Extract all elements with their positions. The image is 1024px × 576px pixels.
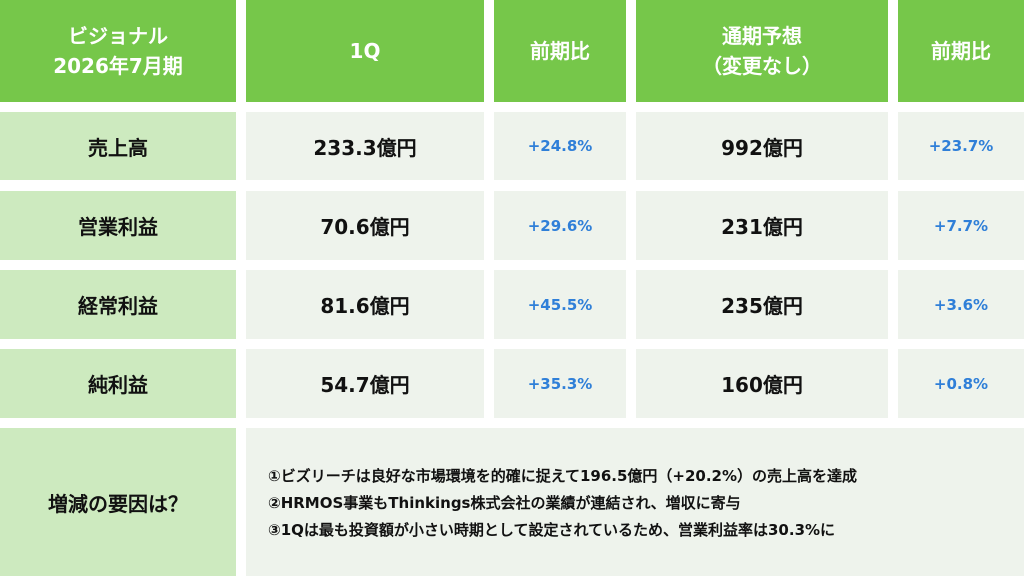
reasons-label: 増減の要因は？ <box>0 428 236 576</box>
row-label-text: 純利益 <box>88 373 148 397</box>
net-income-forecast-yoy: +0.8% <box>898 349 1024 418</box>
value-text: 233.3億円 <box>313 135 417 160</box>
header-yoy-q1: 前期比 <box>494 0 626 102</box>
value-text: 992億円 <box>721 135 803 160</box>
header-yoy-fy-label: 前期比 <box>931 39 991 63</box>
net-income-q1-yoy: +35.3% <box>494 349 626 418</box>
value-text: 235億円 <box>721 294 803 318</box>
row-label-text: 売上高 <box>88 135 148 160</box>
header-company-period: ビジョナル 2026年7月期 <box>0 0 236 102</box>
reason-item: ①ビズリーチは良好な市場環境を的確に捉えて196.5億円（+20.2%）の売上高… <box>268 466 858 485</box>
revenue-q1: 233.3億円 <box>246 112 484 180</box>
row-label-revenue: 売上高 <box>0 112 236 180</box>
ordinary-profit-q1: 81.6億円 <box>246 270 484 339</box>
reason-item: ③1Qは最も投資額が小さい時期として設定されているため、営業利益率は30.3%に <box>268 520 836 539</box>
percent-text: +0.8% <box>933 374 989 393</box>
ordinary-profit-forecast: 235億円 <box>636 270 888 339</box>
operating-profit-q1: 70.6億円 <box>246 191 484 260</box>
row-label-net-income: 純利益 <box>0 349 236 418</box>
value-text: 81.6億円 <box>320 294 410 318</box>
percent-text: +3.6% <box>933 295 989 314</box>
percent-text: +24.8% <box>527 137 593 155</box>
percent-text: +35.3% <box>527 374 593 393</box>
ordinary-profit-forecast-yoy: +3.6% <box>898 270 1024 339</box>
net-income-forecast: 160億円 <box>636 349 888 418</box>
value-text: 70.6億円 <box>320 215 410 239</box>
row-label-operating-profit: 営業利益 <box>0 191 236 260</box>
row-label-ordinary-profit: 経常利益 <box>0 270 236 339</box>
row-label-text: 営業利益 <box>78 215 158 239</box>
forecast-title: 通期予想 <box>722 24 802 48</box>
reasons-label-text: 増減の要因は？ <box>48 491 188 516</box>
revenue-q1-yoy: +24.8% <box>494 112 626 180</box>
percent-text: +7.7% <box>933 216 989 235</box>
fiscal-period: 2026年7月期 <box>53 54 183 78</box>
percent-text: +29.6% <box>527 216 593 235</box>
company-name: ビジョナル <box>68 24 168 48</box>
value-text: 160億円 <box>721 373 803 397</box>
header-yoy-fy: 前期比 <box>898 0 1024 102</box>
reasons-box: ①ビズリーチは良好な市場環境を的確に捉えて196.5億円（+20.2%）の売上高… <box>246 428 1024 576</box>
row-label-text: 経常利益 <box>78 294 158 318</box>
header-yoy-q1-label: 前期比 <box>530 39 590 63</box>
header-forecast: 通期予想 （変更なし） <box>636 0 888 102</box>
net-income-q1: 54.7億円 <box>246 349 484 418</box>
reason-item: ②HRMOS事業もThinkings株式会社の業績が連結され、増収に寄与 <box>268 493 741 512</box>
percent-text: +23.7% <box>928 137 994 155</box>
operating-profit-q1-yoy: +29.6% <box>494 191 626 260</box>
header-q1-label: 1Q <box>349 39 381 63</box>
revenue-forecast: 992億円 <box>636 112 888 180</box>
value-text: 54.7億円 <box>320 373 410 397</box>
percent-text: +45.5% <box>527 295 593 314</box>
reasons-list: ①ビズリーチは良好な市場環境を的確に捉えて196.5億円（+20.2%）の売上高… <box>268 465 857 540</box>
operating-profit-forecast-yoy: +7.7% <box>898 191 1024 260</box>
ordinary-profit-q1-yoy: +45.5% <box>494 270 626 339</box>
operating-profit-forecast: 231億円 <box>636 191 888 260</box>
revenue-forecast-yoy: +23.7% <box>898 112 1024 180</box>
forecast-note: （変更なし） <box>702 54 822 78</box>
header-q1: 1Q <box>246 0 484 102</box>
value-text: 231億円 <box>721 215 803 239</box>
